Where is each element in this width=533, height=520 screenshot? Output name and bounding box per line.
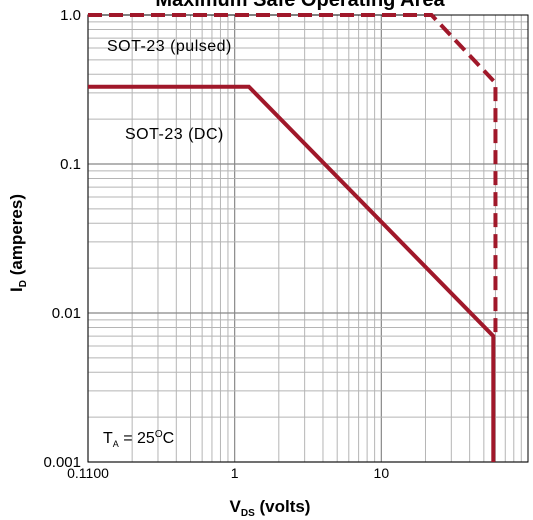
y-tick-label: 0.1 — [60, 156, 81, 173]
plot-frame — [87, 14, 529, 463]
y-tick-label: 1.0 — [60, 7, 81, 24]
series-pulsed-line — [88, 13, 498, 337]
label-dc: SOT-23 (DC) — [125, 126, 224, 143]
chart-title: Maximum Safe Operating Area — [155, 0, 445, 11]
x-tick-label: 0.1100 — [67, 465, 109, 481]
y-axis-label: ID (amperes) — [7, 194, 29, 292]
series-group — [88, 13, 498, 462]
x-tick-label: 10 — [374, 465, 390, 481]
x-tick-label: 1 — [231, 465, 239, 481]
x-axis-label: VDS (volts) — [230, 497, 311, 519]
label-pulsed: SOT-23 (pulsed) — [107, 38, 232, 55]
tick-labels: 0.1100 1 10 1.0 0.1 0.01 0.001 — [43, 7, 389, 481]
y-tick-label: 0.01 — [52, 305, 81, 322]
series-dc-line — [88, 84, 496, 462]
grid — [87, 15, 528, 463]
y-tick-label: 0.001 — [43, 454, 81, 471]
label-ta: TA = 25OC — [103, 429, 174, 449]
